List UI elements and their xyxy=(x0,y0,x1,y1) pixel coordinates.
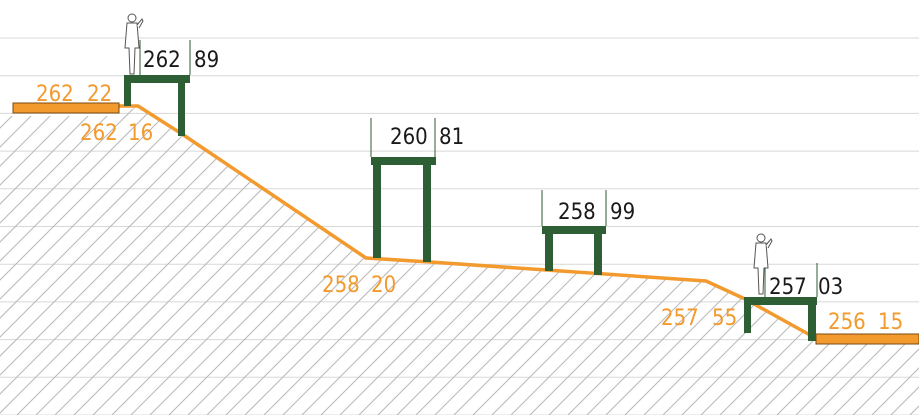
structure-label-a: 262 xyxy=(143,48,181,73)
terrain-label-a: 262 xyxy=(80,121,118,146)
hatch-line xyxy=(454,85,784,415)
hatch-line xyxy=(910,85,919,415)
hatch-line xyxy=(758,85,919,415)
structure-label-b: 03 xyxy=(818,275,843,300)
dimension-ticks xyxy=(140,40,817,297)
hatch-line xyxy=(796,85,919,415)
structure-label-a: 260 xyxy=(390,125,428,150)
hatch-line xyxy=(473,85,803,415)
terrain-label-a: 262 xyxy=(36,82,74,107)
hatch-line xyxy=(0,85,43,415)
terrain-label-b: 20 xyxy=(371,273,396,298)
hatch-line xyxy=(644,85,919,415)
terrain-label-a: 258 xyxy=(322,273,360,298)
grid-lines xyxy=(0,38,919,415)
structure-label-b: 89 xyxy=(194,48,219,73)
terrain-label-b: 16 xyxy=(128,121,153,146)
terrain-label-b: 55 xyxy=(712,306,737,331)
structure-3 xyxy=(542,226,606,275)
structure-label-a: 258 xyxy=(558,200,596,225)
structure-label-b: 99 xyxy=(610,200,635,225)
hatch-line xyxy=(511,85,841,415)
hatch-line xyxy=(777,85,919,415)
terrain-profile-line xyxy=(119,106,810,335)
hatch-line xyxy=(530,85,860,415)
right-platform xyxy=(816,334,919,344)
hatch-line xyxy=(0,85,309,415)
hatch-line xyxy=(625,85,919,415)
hatch-line xyxy=(0,85,5,415)
structure-2 xyxy=(371,157,436,262)
structure-label-a: 257 xyxy=(769,275,807,300)
hatch-line xyxy=(492,85,822,415)
terrain-label-b: 15 xyxy=(878,310,903,335)
hatch-line xyxy=(834,85,919,415)
terrain-label-b: 22 xyxy=(87,82,112,107)
structure-label-b: 81 xyxy=(439,125,464,150)
hatch-line xyxy=(207,85,537,415)
hatch-line xyxy=(416,85,746,415)
hatch-line xyxy=(872,85,919,415)
hatch-line xyxy=(568,85,898,415)
hatch-line xyxy=(587,85,917,415)
hatch-line xyxy=(815,85,919,415)
hatch-line xyxy=(853,85,919,415)
terrain-label-a: 256 xyxy=(828,310,866,335)
hatch-line xyxy=(663,85,919,415)
terrain-label-a: 257 xyxy=(661,306,699,331)
hatch-line xyxy=(701,85,919,415)
hatch-line xyxy=(891,85,919,415)
